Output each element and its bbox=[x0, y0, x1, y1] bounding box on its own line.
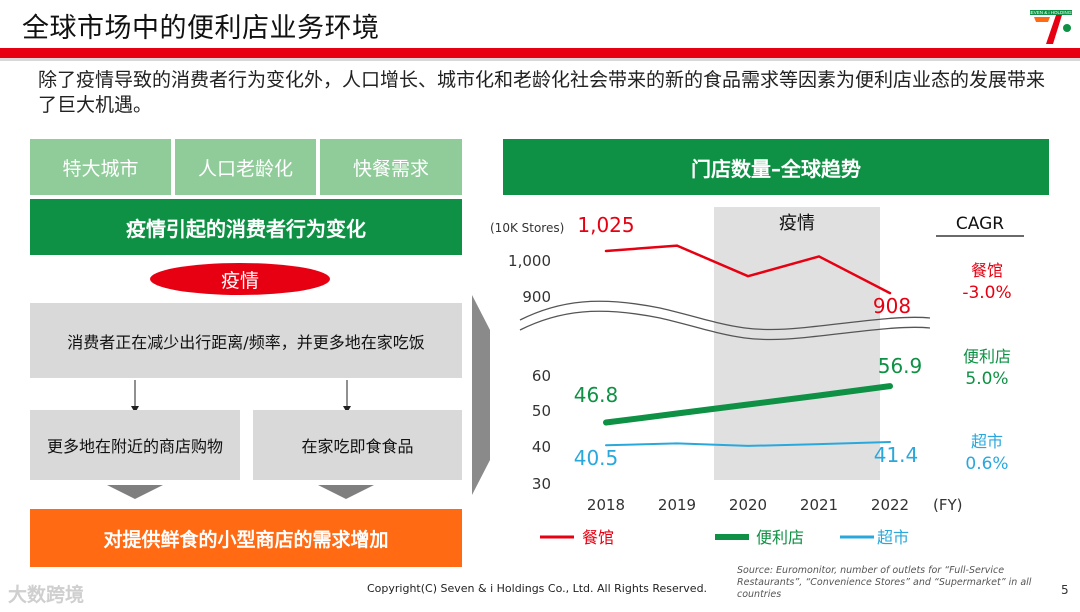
shaded-period-label: 疫情 bbox=[779, 213, 815, 234]
pandemic-shaded-period bbox=[714, 207, 880, 480]
sub-box-ready-meals: 在家吃即食食品 bbox=[253, 410, 462, 480]
cagr-value-restaurant: -3.0% bbox=[962, 283, 1011, 303]
behavior-header: 疫情引起的消费者行为变化 bbox=[30, 199, 462, 255]
x-unit-label: (FY) bbox=[933, 496, 963, 514]
pandemic-ellipse: 疫情 bbox=[150, 263, 330, 295]
data-label-restaurant-end: 908 bbox=[873, 294, 911, 318]
tag-fast-food-demand: 快餐需求 bbox=[320, 139, 462, 195]
legend-label-supermarket: 超市 bbox=[877, 528, 909, 547]
lower-tick-label: 60 bbox=[532, 367, 551, 385]
series-line-convenience bbox=[603, 383, 893, 426]
axis-break-line-bottom bbox=[519, 310, 931, 341]
cagr-name-convenience: 便利店 bbox=[963, 347, 1011, 366]
data-label-supermarket-start: 40.5 bbox=[574, 446, 619, 470]
logo-text: SEVEN & i HOLDINGS bbox=[1028, 10, 1075, 15]
data-label-convenience-start: 46.8 bbox=[574, 383, 619, 407]
cagr-name-restaurant: 餐馆 bbox=[971, 261, 1003, 280]
upper-tick-label: 900 bbox=[522, 288, 551, 306]
chart-legend: 餐馆 便利店 超市 bbox=[540, 528, 909, 547]
legend-label-convenience: 便利店 bbox=[756, 528, 804, 547]
axis-break-line-top bbox=[519, 300, 931, 331]
data-label-restaurant-start: 1,025 bbox=[577, 213, 634, 237]
arrow-head-left-icon bbox=[131, 406, 139, 413]
chart-header: 门店数量–全球趋势 bbox=[503, 139, 1049, 195]
lower-tick-label: 50 bbox=[532, 402, 551, 420]
page-number: 5 bbox=[1061, 583, 1069, 597]
x-tick-label: 2020 bbox=[729, 496, 767, 514]
data-label-convenience-end: 56.9 bbox=[878, 354, 923, 378]
cagr-header: CAGR bbox=[956, 214, 1004, 234]
header-grey-bar bbox=[0, 58, 1080, 61]
tag-aging-population: 人口老龄化 bbox=[175, 139, 316, 195]
seven-i-logo-icon: SEVEN & i HOLDINGS bbox=[1028, 10, 1075, 44]
unit-label: (10K Stores) bbox=[490, 221, 564, 235]
x-tick-label: 2018 bbox=[587, 496, 625, 514]
data-label-supermarket-end: 41.4 bbox=[874, 443, 919, 467]
x-tick-label: 2019 bbox=[658, 496, 696, 514]
copyright: Copyright(C) Seven & i Holdings Co., Ltd… bbox=[367, 582, 708, 595]
upper-tick-label: 1,000 bbox=[508, 252, 551, 270]
legend-label-restaurant: 餐馆 bbox=[582, 528, 614, 547]
labels-layer: 1,025 908 餐馆 -3.0% 46.8 56.9 便利店 5.0% 40.5 41.4 超市… bbox=[574, 213, 1012, 514]
arrow-head-right-icon bbox=[343, 406, 351, 413]
cagr-value-convenience: 5.0% bbox=[965, 369, 1008, 389]
lower-tick-label: 30 bbox=[532, 475, 551, 493]
tag-megacity: 特大城市 bbox=[30, 139, 171, 195]
x-tick-label: 2022 bbox=[871, 496, 909, 514]
result-box: 对提供鲜食的小型商店的需求增加 bbox=[30, 509, 462, 567]
chevron-right-icon bbox=[472, 295, 490, 495]
series-line-supermarket bbox=[605, 440, 891, 447]
x-tick-label: 2021 bbox=[800, 496, 838, 514]
chevron-down-left-icon bbox=[107, 485, 163, 499]
page-title: 全球市场中的便利店业务环境 bbox=[22, 13, 380, 44]
series-line-restaurant bbox=[604, 244, 892, 295]
cagr-name-supermarket: 超市 bbox=[971, 432, 1003, 451]
source-note: Source: Euromonitor, number of outlets f… bbox=[737, 565, 1032, 600]
header-red-bar bbox=[0, 48, 1080, 58]
sub-box-shop-nearby: 更多地在附近的商店购物 bbox=[30, 410, 240, 480]
intro-text: 除了疫情导致的消费者行为变化外，人口增长、城市化和老龄化社会带来的新的食品需求等… bbox=[38, 69, 1046, 116]
series-layer bbox=[603, 244, 893, 447]
chevron-down-right-icon bbox=[318, 485, 374, 499]
cagr-value-supermarket: 0.6% bbox=[965, 454, 1008, 474]
watermark: 大数跨境 bbox=[8, 584, 85, 606]
consumer-box: 消费者正在减少出行距离/频率，并更多地在家吃饭 bbox=[30, 303, 462, 378]
lower-tick-label: 40 bbox=[532, 438, 551, 456]
